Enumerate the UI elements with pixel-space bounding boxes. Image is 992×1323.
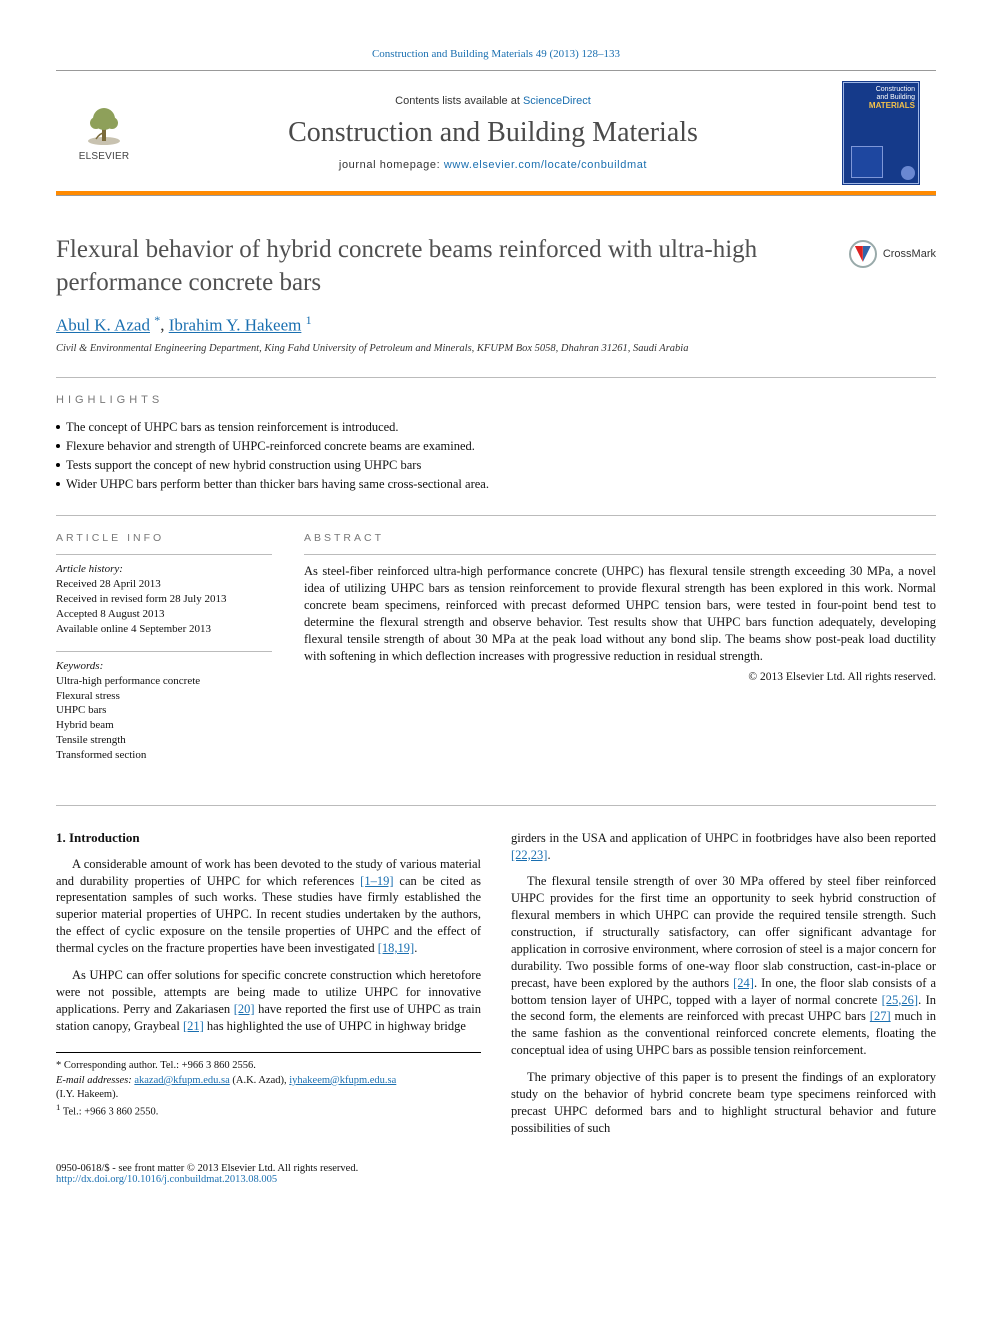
highlights-section: HIGHLIGHTS The concept of UHPC bars as t… [56, 394, 936, 493]
email-link[interactable]: akazad@kfupm.edu.sa [134, 1075, 229, 1086]
highlight-item: Flexure behavior and strength of UHPC-re… [56, 437, 936, 456]
paragraph: The primary objective of this paper is t… [511, 1069, 936, 1137]
highlights-heading: HIGHLIGHTS [56, 394, 936, 406]
contents-prefix: Contents lists available at [395, 95, 523, 107]
crossmark-icon [849, 240, 877, 268]
keyword: UHPC bars [56, 703, 272, 718]
cover-globe-graphic [901, 166, 915, 180]
accent-bar [56, 191, 936, 195]
email-footnote: E-mail addresses: akazad@kfupm.edu.sa (A… [56, 1074, 481, 1088]
crossmark-label: CrossMark [883, 248, 936, 260]
journal-homepage-link[interactable]: www.elsevier.com/locate/conbuildmat [444, 159, 647, 171]
authors-line: Abul K. Azad *, Ibrahim Y. Hakeem 1 [56, 313, 936, 336]
contents-available-line: Contents lists available at ScienceDirec… [156, 95, 830, 107]
citation-link[interactable]: [21] [183, 1019, 204, 1033]
cover-cube-graphic [851, 146, 883, 178]
cover-thumbnail-wrap: Construction and Building MATERIALS [842, 81, 928, 185]
article-info-heading: ARTICLE INFO [56, 532, 272, 544]
footnote-1: 1 Tel.: +966 3 860 2550. [56, 1102, 481, 1120]
text-run: girders in the USA and application of UH… [511, 831, 936, 845]
citation-link[interactable]: [22,23] [511, 848, 547, 862]
keyword: Flexural stress [56, 689, 272, 704]
divider [56, 805, 936, 806]
history-item: Received 28 April 2013 [56, 577, 272, 592]
abstract-text: As steel-fiber reinforced ultra-high per… [304, 563, 936, 664]
paragraph: As UHPC can offer solutions for specific… [56, 967, 481, 1035]
left-column: 1. Introduction A considerable amount of… [56, 830, 481, 1147]
paragraph: The flexural tensile strength of over 30… [511, 873, 936, 1059]
citation-link[interactable]: [24] [733, 976, 754, 990]
front-matter-line: 0950-0618/$ - see front matter © 2013 El… [56, 1163, 358, 1174]
doi-link[interactable]: http://dx.doi.org/10.1016/j.conbuildmat.… [56, 1174, 277, 1185]
paragraph: girders in the USA and application of UH… [511, 830, 936, 864]
publisher-block: ELSEVIER [64, 105, 144, 162]
journal-homepage-line: journal homepage: www.elsevier.com/locat… [156, 159, 830, 171]
paragraph: A considerable amount of work has been d… [56, 856, 481, 957]
sciencedirect-link[interactable]: ScienceDirect [523, 95, 591, 107]
citation-link[interactable]: [18,19] [378, 941, 414, 955]
affiliation: Civil & Environmental Engineering Depart… [56, 342, 936, 356]
page-footer: 0950-0618/$ - see front matter © 2013 El… [56, 1163, 936, 1185]
abstract-heading: ABSTRACT [304, 532, 936, 544]
author-1-link[interactable]: Abul K. Azad [56, 316, 150, 335]
citation-link[interactable]: [27] [870, 1009, 891, 1023]
article-title: Flexural behavior of hybrid concrete bea… [56, 234, 849, 299]
highlight-item: Tests support the concept of new hybrid … [56, 456, 936, 475]
text-run: The flexural tensile strength of over 30… [511, 874, 936, 989]
divider [56, 515, 936, 516]
text-run: . [547, 848, 550, 862]
keyword: Hybrid beam [56, 718, 272, 733]
citation-link[interactable]: [1–19] [360, 874, 393, 888]
keyword: Tensile strength [56, 733, 272, 748]
masthead: ELSEVIER Contents lists available at Sci… [56, 70, 936, 196]
footnote-text: Tel.: +966 3 860 2550. [63, 1107, 159, 1118]
publisher-name: ELSEVIER [79, 151, 130, 162]
email-label: E-mail addresses: [56, 1075, 132, 1086]
history-heading: Article history: [56, 563, 272, 575]
bibliographic-line: Construction and Building Materials 49 (… [56, 48, 936, 60]
citation-link[interactable]: [25,26] [882, 993, 918, 1007]
highlight-item: The concept of UHPC bars as tension rein… [56, 418, 936, 437]
homepage-prefix: journal homepage: [339, 159, 444, 171]
footnote-marker: 1 [306, 313, 312, 327]
citation-link[interactable]: [20] [234, 1002, 255, 1016]
highlight-item: Wider UHPC bars perform better than thic… [56, 475, 936, 494]
author-separator: , [160, 316, 169, 335]
history-item: Accepted 8 August 2013 [56, 607, 272, 622]
cover-line-3: MATERIALS [843, 101, 919, 110]
footnotes: * Corresponding author. Tel.: +966 3 860… [56, 1052, 481, 1119]
journal-name: Construction and Building Materials [156, 117, 830, 149]
corresponding-footnote: * Corresponding author. Tel.: +966 3 860… [56, 1059, 481, 1073]
history-item: Available online 4 September 2013 [56, 622, 272, 637]
crossmark-badge[interactable]: CrossMark [849, 240, 936, 268]
email-owner-2: (I.Y. Hakeem). [56, 1088, 481, 1102]
journal-cover-thumbnail: Construction and Building MATERIALS [842, 81, 920, 185]
right-column: girders in the USA and application of UH… [511, 830, 936, 1147]
history-item: Received in revised form 28 July 2013 [56, 592, 272, 607]
divider [56, 377, 936, 378]
text-run: has highlighted the use of UHPC in highw… [204, 1019, 466, 1033]
email-owner: (A.K. Azad), [232, 1075, 286, 1086]
section-heading: 1. Introduction [56, 830, 481, 846]
text-run: . [414, 941, 417, 955]
cover-line-1: Construction [847, 86, 915, 94]
keyword: Ultra-high performance concrete [56, 674, 272, 689]
abstract-copyright: © 2013 Elsevier Ltd. All rights reserved… [304, 671, 936, 683]
elsevier-tree-icon [82, 105, 126, 149]
abstract-column: ABSTRACT As steel-fiber reinforced ultra… [304, 532, 936, 776]
keywords-heading: Keywords: [56, 660, 272, 672]
footnote-marker: 1 [56, 1102, 60, 1112]
keyword: Transformed section [56, 748, 272, 763]
article-info-column: ARTICLE INFO Article history: Received 2… [56, 532, 272, 776]
cover-line-2: and Building [847, 94, 915, 102]
email-link[interactable]: iyhakeem@kfupm.edu.sa [289, 1075, 396, 1086]
author-2-link[interactable]: Ibrahim Y. Hakeem [169, 316, 302, 335]
